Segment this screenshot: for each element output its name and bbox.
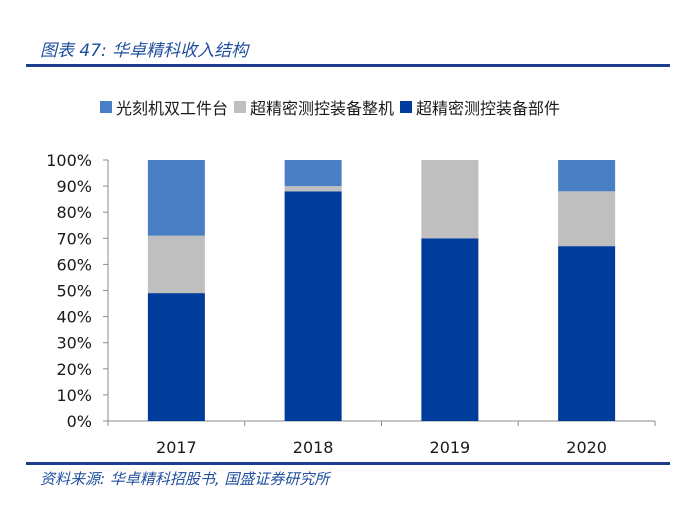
x-tick-label: 2019: [430, 438, 471, 457]
bar-segment-2017-s1: [147, 293, 205, 421]
bar-segment-2017-s2: [147, 235, 205, 294]
y-tick-label: 90%: [56, 177, 92, 196]
y-tick-label: 40%: [56, 308, 92, 327]
x-tick-label: 2020: [566, 438, 607, 457]
y-tick-label: 100%: [46, 151, 92, 170]
legend-item-series1: 光刻机双工件台: [100, 95, 228, 119]
y-tick-label: 70%: [56, 229, 92, 248]
y-tick-label: 30%: [56, 334, 92, 353]
top-divider: [26, 64, 670, 67]
bar-segment-2017-s3: [147, 160, 205, 236]
bottom-divider: [26, 462, 670, 465]
legend-label-series3: 超精密测控装备部件: [416, 99, 561, 118]
legend: 光刻机双工件台 超精密测控装备整机 超精密测控装备部件: [100, 95, 566, 119]
x-tick-label: 2017: [156, 438, 197, 457]
legend-swatch-series1: [100, 101, 112, 113]
y-tick-label: 50%: [56, 282, 92, 301]
legend-label-series2: 超精密测控装备整机: [250, 99, 395, 118]
chart-title: 图表 47: 华卓精科收入结构: [40, 41, 249, 61]
bar-segment-2020-s2: [558, 191, 616, 247]
y-tick-label: 20%: [56, 360, 92, 379]
y-tick-label: 60%: [56, 255, 92, 274]
bar-segment-2019-s2: [421, 160, 479, 239]
bar-segment-2018-s1: [284, 191, 342, 421]
legend-label-series1: 光刻机双工件台: [116, 99, 229, 118]
legend-item-series3: 超精密测控装备部件: [400, 95, 560, 119]
legend-item-series2: 超精密测控装备整机: [234, 95, 394, 119]
y-tick-label: 80%: [56, 203, 92, 222]
bar-segment-2020-s1: [558, 246, 616, 421]
bar-segment-2020-s3: [558, 160, 616, 192]
legend-swatch-series3: [400, 101, 413, 113]
x-tick-label: 2018: [293, 438, 334, 457]
bar-segment-2018-s2: [284, 186, 342, 192]
source-note: 资料来源: 华卓精科招股书, 国盛证券研究所: [40, 470, 330, 488]
bar-segment-2018-s3: [284, 160, 342, 187]
y-tick-label: 10%: [56, 386, 92, 405]
y-tick-label: 0%: [67, 412, 92, 431]
bar-segment-2019-s1: [421, 238, 479, 421]
legend-swatch-series2: [234, 101, 247, 113]
